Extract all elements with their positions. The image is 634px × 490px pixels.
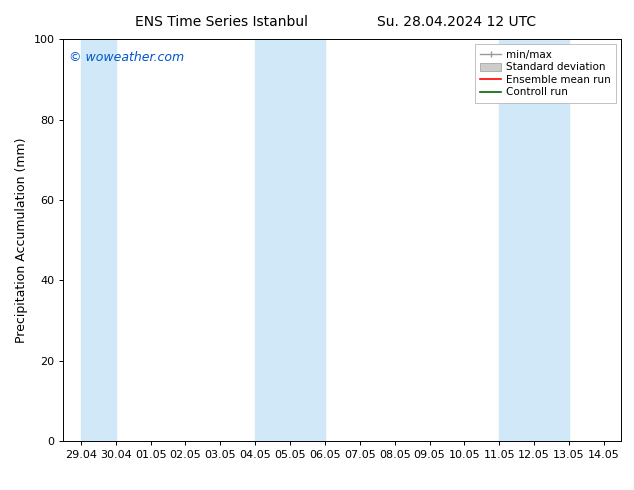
Bar [81, 39, 116, 441]
Text: Su. 28.04.2024 12 UTC: Su. 28.04.2024 12 UTC [377, 15, 536, 29]
Legend: min/max, Standard deviation, Ensemble mean run, Controll run: min/max, Standard deviation, Ensemble me… [475, 45, 616, 102]
Text: © woweather.com: © woweather.com [69, 51, 184, 64]
Bar [255, 39, 325, 441]
Y-axis label: Precipitation Accumulation (mm): Precipitation Accumulation (mm) [15, 137, 28, 343]
Bar [500, 39, 569, 441]
Text: ENS Time Series Istanbul: ENS Time Series Istanbul [136, 15, 308, 29]
